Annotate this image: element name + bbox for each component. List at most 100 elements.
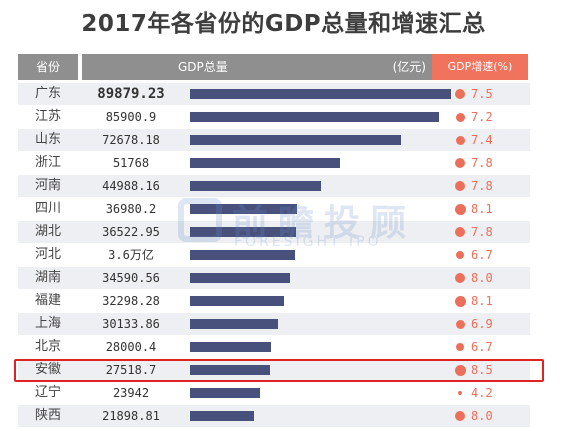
gdp-bar bbox=[190, 135, 401, 145]
gdp-bar bbox=[190, 411, 254, 421]
watermark: 前瞻投顾 FORESIGHT IPO bbox=[172, 192, 442, 254]
table-row: 河北 3.6万亿 6.7 bbox=[18, 244, 530, 266]
table-row: 福建 32298.28 8.1 bbox=[18, 290, 530, 312]
growth-dot bbox=[455, 136, 465, 145]
gdp-bar bbox=[190, 204, 297, 214]
gdp-value-label: 28000.4 bbox=[105, 340, 157, 354]
province-label: 河南 bbox=[34, 178, 61, 193]
province-label: 四川 bbox=[34, 201, 61, 216]
growth-value-label: 6.7 bbox=[471, 340, 493, 354]
growth-dot bbox=[455, 181, 465, 191]
growth-value-label: 7.2 bbox=[471, 110, 493, 124]
gdp-value-label: 27518.7 bbox=[105, 363, 157, 377]
growth-dot bbox=[454, 296, 466, 307]
province-label: 山东 bbox=[34, 132, 61, 147]
header-gdp-unit: (亿元) bbox=[392, 60, 426, 74]
growth-value-label: 7.5 bbox=[471, 87, 493, 101]
growth-value-label: 8.0 bbox=[471, 271, 493, 285]
table-row: 陕西 21898.81 8.0 bbox=[18, 405, 530, 427]
growth-value-label: 6.7 bbox=[471, 248, 493, 262]
table-row: 浙江 51768 7.8 bbox=[18, 152, 530, 174]
header-gdp-label: GDP总量 bbox=[178, 60, 228, 74]
growth-dot bbox=[455, 320, 465, 329]
province-label: 江苏 bbox=[34, 109, 61, 124]
chart-title: 2017年各省份的GDP总量和增速汇总 bbox=[81, 11, 486, 37]
table-row: 山东 72678.18 7.4 bbox=[18, 129, 530, 151]
gdp-bar bbox=[190, 388, 260, 398]
gdp-value-label: 36522.95 bbox=[102, 225, 160, 239]
province-label: 辽宁 bbox=[34, 385, 61, 400]
growth-value-label: 8.1 bbox=[471, 202, 493, 216]
province-label: 安徽 bbox=[34, 362, 61, 377]
gdp-value-label: 44988.16 bbox=[102, 179, 160, 193]
table-row: 四川 36980.2 8.1 bbox=[18, 198, 530, 220]
growth-dot bbox=[454, 204, 466, 215]
province-label: 北京 bbox=[34, 339, 61, 354]
growth-value-label: 7.8 bbox=[471, 156, 493, 170]
gdp-value-label: 89879.23 bbox=[97, 86, 165, 102]
gdp-value-label: 30133.86 bbox=[102, 317, 160, 331]
table-row: 河南 44988.16 7.8 bbox=[18, 175, 530, 197]
gdp-value-label: 72678.18 bbox=[102, 133, 160, 147]
growth-dot bbox=[458, 391, 462, 395]
gdp-value-label: 23942 bbox=[112, 386, 150, 400]
gdp-bar bbox=[190, 250, 295, 260]
province-label: 陕西 bbox=[34, 408, 61, 423]
growth-dot bbox=[455, 113, 465, 122]
gdp-bar bbox=[190, 319, 278, 329]
province-label: 广东 bbox=[34, 86, 61, 101]
province-label: 河北 bbox=[34, 247, 61, 262]
growth-dot bbox=[455, 227, 465, 237]
gdp-bar bbox=[190, 342, 271, 352]
gdp-bar bbox=[190, 227, 296, 237]
header-growth: GDP增速(%) bbox=[432, 54, 528, 80]
table-row: 广东 89879.23 7.5 bbox=[18, 83, 530, 105]
gdp-value-label: 34590.56 bbox=[102, 271, 160, 285]
header-gdp: GDP总量 (亿元) bbox=[82, 54, 432, 80]
growth-dot bbox=[454, 365, 466, 376]
gdp-bar bbox=[190, 365, 270, 375]
table-row: 北京 28000.4 6.7 bbox=[18, 336, 530, 358]
province-label: 上海 bbox=[34, 316, 61, 331]
growth-dot bbox=[456, 343, 464, 351]
province-label: 湖南 bbox=[34, 270, 61, 285]
growth-dot bbox=[455, 158, 465, 168]
growth-dot bbox=[455, 273, 465, 283]
gdp-value-label: 51768 bbox=[112, 156, 150, 170]
growth-dot bbox=[456, 251, 464, 259]
watermark-text-en: FORESIGHT IPO bbox=[234, 234, 382, 250]
gdp-bar bbox=[190, 89, 451, 99]
table-row: 上海 30133.86 6.9 bbox=[18, 313, 530, 335]
table-row: 安徽 27518.7 8.5 bbox=[18, 359, 530, 381]
gdp-value-label: 85900.9 bbox=[105, 110, 157, 124]
highlight-box bbox=[14, 359, 544, 382]
growth-value-label: 7.4 bbox=[471, 133, 493, 147]
gdp-value-label: 36980.2 bbox=[105, 202, 157, 216]
gdp-bar bbox=[190, 158, 340, 168]
growth-value-label: 8.0 bbox=[471, 409, 493, 423]
gdp-bar bbox=[190, 112, 439, 122]
growth-value-label: 8.1 bbox=[471, 294, 493, 308]
growth-value-label: 7.8 bbox=[471, 179, 493, 193]
province-label: 浙江 bbox=[34, 155, 61, 170]
province-label: 湖北 bbox=[34, 224, 61, 239]
table-row: 辽宁 23942 4.2 bbox=[18, 382, 530, 404]
watermark-text-cn: 前瞻投顾 bbox=[232, 203, 417, 244]
table-row: 湖北 36522.95 7.8 bbox=[18, 221, 530, 243]
gdp-value-label: 21898.81 bbox=[102, 409, 160, 423]
watermark-logo-icon bbox=[178, 198, 222, 242]
gdp-bar bbox=[190, 273, 290, 283]
growth-value-label: 7.8 bbox=[471, 225, 493, 239]
growth-value-label: 6.9 bbox=[471, 317, 493, 331]
gdp-value-label: 3.6万亿 bbox=[108, 248, 154, 262]
table-row: 江苏 85900.9 7.2 bbox=[18, 106, 530, 128]
table-row: 湖南 34590.56 8.0 bbox=[18, 267, 530, 289]
growth-dot bbox=[455, 89, 465, 99]
growth-value-label: 4.2 bbox=[471, 386, 493, 400]
gdp-bar bbox=[190, 296, 284, 306]
header-province: 省份 bbox=[18, 54, 78, 80]
growth-value-label: 8.5 bbox=[471, 363, 493, 377]
gdp-bar bbox=[190, 181, 321, 191]
province-label: 福建 bbox=[34, 293, 61, 308]
gdp-value-label: 32298.28 bbox=[102, 294, 160, 308]
